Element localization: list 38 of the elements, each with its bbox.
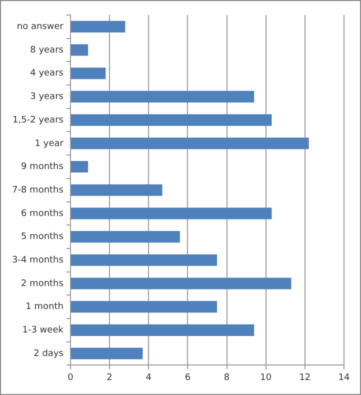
bar bbox=[70, 348, 143, 360]
y-tick-label: 2 months bbox=[20, 278, 64, 289]
x-tick-label: 12 bbox=[299, 372, 311, 383]
x-tick-label: 0 bbox=[68, 372, 74, 383]
bar bbox=[70, 208, 272, 220]
y-tick-label: 9 months bbox=[20, 162, 64, 172]
y-tick-label: 2 days bbox=[34, 348, 64, 359]
x-tick-label: 2 bbox=[106, 372, 112, 383]
bar bbox=[70, 254, 217, 266]
bar bbox=[70, 44, 88, 56]
x-tick-label: 6 bbox=[184, 372, 191, 383]
y-tick-label: no answer bbox=[16, 22, 64, 32]
y-tick-label: 7-8 months bbox=[12, 185, 64, 196]
bar bbox=[70, 114, 272, 126]
bar bbox=[70, 138, 309, 150]
y-tick-label: 3-4 months bbox=[12, 255, 64, 266]
y-tick-label: 3 years bbox=[30, 92, 64, 102]
y-tick-label: 1-3 week bbox=[22, 326, 64, 336]
bar bbox=[70, 90, 254, 102]
bar bbox=[70, 160, 88, 173]
y-tick-label: 1,5-2 years bbox=[12, 115, 64, 126]
bar bbox=[70, 324, 254, 336]
bar bbox=[70, 68, 106, 80]
bar bbox=[70, 278, 292, 290]
bar bbox=[70, 20, 126, 32]
y-tick-label: 8 years bbox=[30, 45, 64, 56]
y-tick-label: 6 months bbox=[20, 208, 64, 219]
bar bbox=[70, 184, 162, 196]
y-tick-label: 5 months bbox=[20, 232, 64, 242]
bar bbox=[70, 231, 180, 243]
y-tick-label: 1 year bbox=[34, 138, 64, 149]
y-tick-label: 1 month bbox=[26, 302, 64, 312]
x-tick-label: 10 bbox=[260, 372, 272, 383]
x-tick-label: 8 bbox=[224, 372, 230, 383]
bar bbox=[70, 301, 217, 313]
y-tick-label: 4 years bbox=[30, 68, 64, 79]
x-tick-label: 4 bbox=[146, 372, 152, 383]
x-tick-label: 14 bbox=[338, 372, 350, 383]
